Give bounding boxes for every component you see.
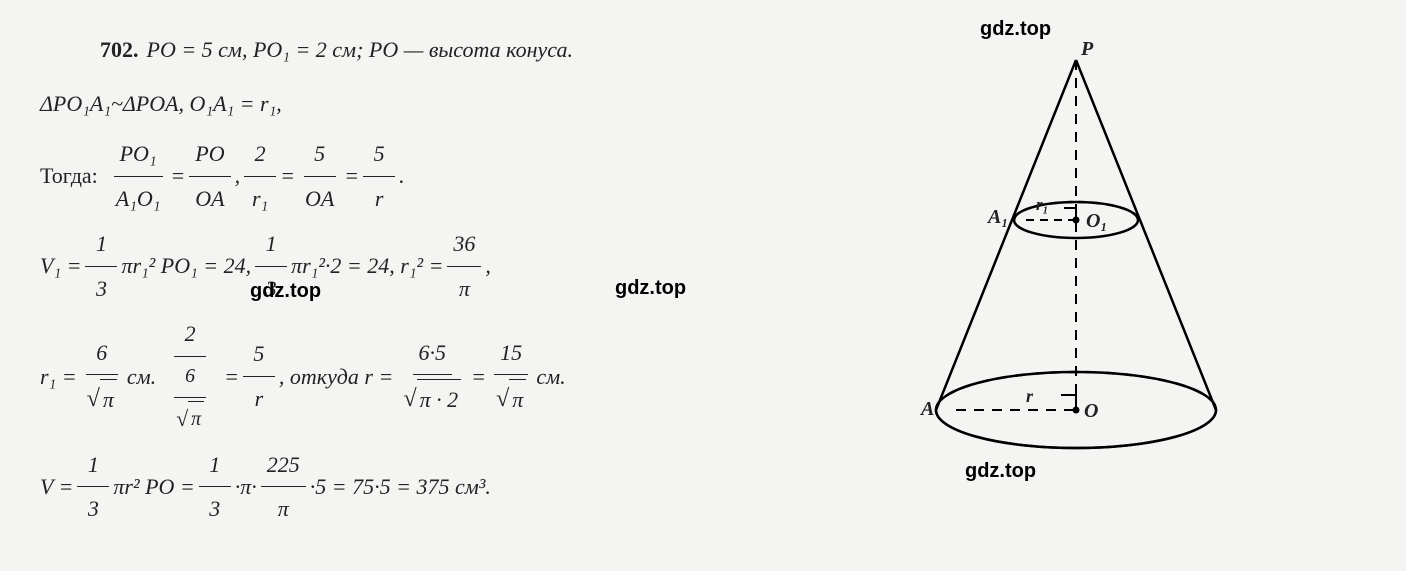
frac-1-3a: 1 3 [85, 224, 117, 308]
line-5: r₁ = 6 π см. 2 6 π = 5 r , откуда r = 6·… [40, 314, 900, 438]
line-2: ΔPO₁A₁~ΔPOA, O₁A₁ = r₁, [40, 80, 900, 128]
line-1: 702. PO = 5 см, PO₁ = 2 см; PO — высота … [40, 26, 900, 74]
label-r1: r₁ [1036, 195, 1049, 215]
frac-nested: 2 6 π [160, 314, 220, 438]
watermark-2: gdz.top [250, 280, 321, 303]
label-A: A [921, 398, 934, 421]
frac-1-3d: 1 3 [199, 445, 231, 529]
cone-svg [906, 30, 1246, 470]
label-O: O [1084, 400, 1098, 423]
line-4: V₁ = 1 3 πr₁² PO₁ = 24, 1 3 πr₁²·2 = 24,… [40, 224, 900, 308]
label-r: r [1026, 386, 1033, 407]
line-3: Тогда: PO₁ A₁O₁ = PO OA , 2 r₁ = 5 OA = … [40, 134, 900, 218]
then-label: Тогда: [40, 156, 98, 196]
line-6: V = 1 3 πr² PO = 1 3 ·π· 225 π ·5 = 75·5… [40, 445, 900, 529]
frac-2-r1: 2 r₁ [244, 134, 276, 218]
frac-5-r-b: 5 r [243, 334, 275, 418]
frac-65-sqrtpi2: 6·5 π · 2 [397, 333, 467, 421]
label-O1: O₁ [1086, 210, 1107, 233]
frac-225-pi: 225 π [261, 445, 306, 529]
frac-5-r: 5 r [363, 134, 395, 218]
frac-po1-a1o1: PO₁ A₁O₁ [110, 134, 167, 218]
frac-15-sqrtpi: 15 π [490, 333, 532, 421]
label-A1: A₁ [988, 206, 1008, 229]
math-solution: 702. PO = 5 см, PO₁ = 2 см; PO — высота … [40, 26, 900, 529]
frac-6-sqrtpi: 6 π [81, 333, 123, 421]
frac-1-3c: 1 3 [77, 445, 109, 529]
cone-diagram: P A₁ O₁ r₁ A O r [906, 30, 1246, 490]
problem-number: 702. [100, 30, 139, 70]
frac-po-oa: PO OA [189, 134, 230, 218]
frac-36-pi: 36 π [447, 224, 481, 308]
frac-5-oa: 5 OA [299, 134, 340, 218]
similarity-text: ΔPO₁A₁~ΔPOA, O₁A₁ = r₁, [40, 84, 282, 124]
given-text: PO = 5 см, PO₁ = 2 см; PO — высота конус… [147, 30, 573, 70]
watermark-3: gdz.top [615, 277, 686, 300]
label-P: P [1081, 38, 1093, 61]
